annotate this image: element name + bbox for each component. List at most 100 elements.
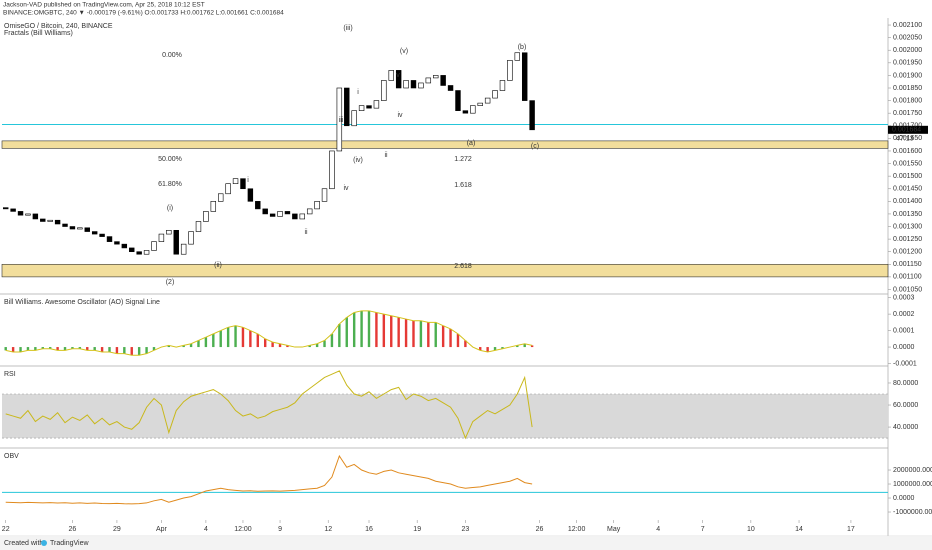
y-tick-label: 0.001950 bbox=[893, 60, 922, 67]
x-tick-label: 19 bbox=[413, 526, 421, 533]
countdown: 47:13 bbox=[896, 136, 914, 143]
ao-bar bbox=[71, 347, 74, 349]
y-tick-label: 0.001300 bbox=[893, 223, 922, 230]
y-tick-label: 0.0000 bbox=[893, 344, 915, 351]
candle bbox=[91, 231, 98, 235]
ao-bar bbox=[464, 340, 467, 348]
wave-label: v bbox=[396, 72, 400, 79]
candle bbox=[344, 87, 350, 127]
wave-label: (iv) bbox=[353, 157, 363, 164]
rsi-band bbox=[2, 394, 888, 439]
wave-label: ii bbox=[384, 152, 388, 159]
wave-label: (ii) bbox=[214, 262, 222, 269]
ao-bar bbox=[234, 325, 237, 348]
series-line bbox=[5, 310, 533, 356]
candle bbox=[351, 110, 357, 127]
pane-title: RSI bbox=[4, 371, 16, 378]
ao-bar bbox=[449, 328, 452, 348]
x-tick-label: 17 bbox=[847, 526, 855, 533]
x-tick-label: 26 bbox=[69, 526, 77, 533]
ao-bar bbox=[86, 347, 89, 351]
candle bbox=[232, 178, 239, 185]
candle bbox=[277, 211, 283, 217]
candle bbox=[69, 226, 76, 230]
series-line bbox=[5, 454, 533, 505]
ao-bar bbox=[226, 327, 230, 348]
y-tick-label: 0.002000 bbox=[893, 47, 922, 54]
ao-bar bbox=[323, 340, 326, 348]
ao-bar bbox=[34, 347, 37, 351]
wave-label: 1.618 bbox=[454, 182, 472, 189]
candle bbox=[484, 97, 491, 104]
wave-label: (iii) bbox=[343, 25, 352, 32]
wave-label: 61.80% bbox=[158, 181, 182, 188]
candle bbox=[17, 211, 24, 216]
pane-subtitle: Fractals (Bill Williams) bbox=[4, 30, 73, 37]
x-tick-label: 4 bbox=[204, 526, 208, 533]
candle bbox=[136, 251, 142, 255]
ao-bar bbox=[271, 342, 274, 348]
wave-label: (2) bbox=[166, 279, 175, 286]
x-tick-label: 16 bbox=[365, 526, 373, 533]
candle bbox=[77, 227, 83, 230]
candle bbox=[255, 201, 261, 210]
ao-bar bbox=[93, 347, 96, 351]
ao-bar bbox=[256, 333, 259, 348]
ao-bar bbox=[516, 345, 519, 348]
ao-bar bbox=[360, 310, 363, 348]
candle bbox=[218, 193, 224, 202]
ao-bar bbox=[397, 317, 400, 348]
last-price: 0.001684 bbox=[892, 127, 921, 134]
candle bbox=[425, 77, 432, 84]
y-tick-label: 80.0000 bbox=[893, 380, 918, 387]
y-tick-label: 0.0003 bbox=[893, 294, 915, 301]
last-price-box bbox=[888, 125, 928, 134]
ao-bar bbox=[167, 345, 171, 348]
ao-bar bbox=[278, 343, 282, 348]
wave-label: (b) bbox=[518, 44, 527, 51]
logo bbox=[41, 540, 47, 546]
y-tick-label: 0.001450 bbox=[893, 186, 922, 193]
candle bbox=[388, 70, 394, 81]
ao-bar bbox=[427, 322, 430, 348]
pane-title: Bill Williams. Awesome Oscillator (AO) S… bbox=[4, 299, 160, 306]
ao-bar bbox=[108, 347, 111, 352]
wave-label: i bbox=[247, 177, 249, 184]
y-tick-label: 0.001050 bbox=[893, 286, 922, 293]
wave-label: 2.618 bbox=[454, 263, 472, 270]
y-tick-label: 0.001900 bbox=[893, 72, 922, 79]
ao-bar bbox=[338, 324, 341, 348]
wave-label: (c) bbox=[531, 143, 539, 150]
candle bbox=[447, 85, 454, 91]
wave-label: (i) bbox=[167, 205, 173, 212]
candle bbox=[143, 250, 150, 255]
candle bbox=[54, 219, 61, 225]
y-tick-label: 40.0000 bbox=[893, 424, 918, 431]
ao-bar bbox=[486, 347, 489, 352]
wave-label: 0.00% bbox=[162, 52, 182, 59]
wave-label: 1.272 bbox=[454, 156, 472, 163]
candle bbox=[306, 208, 313, 215]
candle bbox=[492, 90, 498, 99]
y-tick-label: 0.001200 bbox=[893, 249, 922, 256]
candle bbox=[210, 201, 217, 212]
footer-brand: TradingView bbox=[50, 540, 89, 547]
candle bbox=[173, 229, 179, 255]
y-tick-label: 0.001650 bbox=[893, 135, 922, 142]
ao-bar bbox=[19, 347, 22, 352]
pane-title: OmiseGO / Bitcoin, 240, BINANCE bbox=[4, 23, 113, 30]
candle bbox=[395, 70, 402, 89]
ao-bar bbox=[315, 343, 319, 348]
candle bbox=[10, 208, 16, 212]
candle bbox=[195, 221, 202, 232]
y-tick-label: 0.001500 bbox=[893, 173, 922, 180]
ao-bar bbox=[100, 347, 104, 352]
candle bbox=[440, 75, 446, 86]
wave-label: i bbox=[357, 89, 359, 96]
ao-bar bbox=[412, 320, 415, 348]
candle bbox=[32, 213, 39, 220]
y-tick-label: 0.0001 bbox=[893, 327, 915, 334]
candle bbox=[40, 218, 46, 222]
x-tick-label: 29 bbox=[113, 526, 121, 533]
candle bbox=[358, 105, 365, 111]
